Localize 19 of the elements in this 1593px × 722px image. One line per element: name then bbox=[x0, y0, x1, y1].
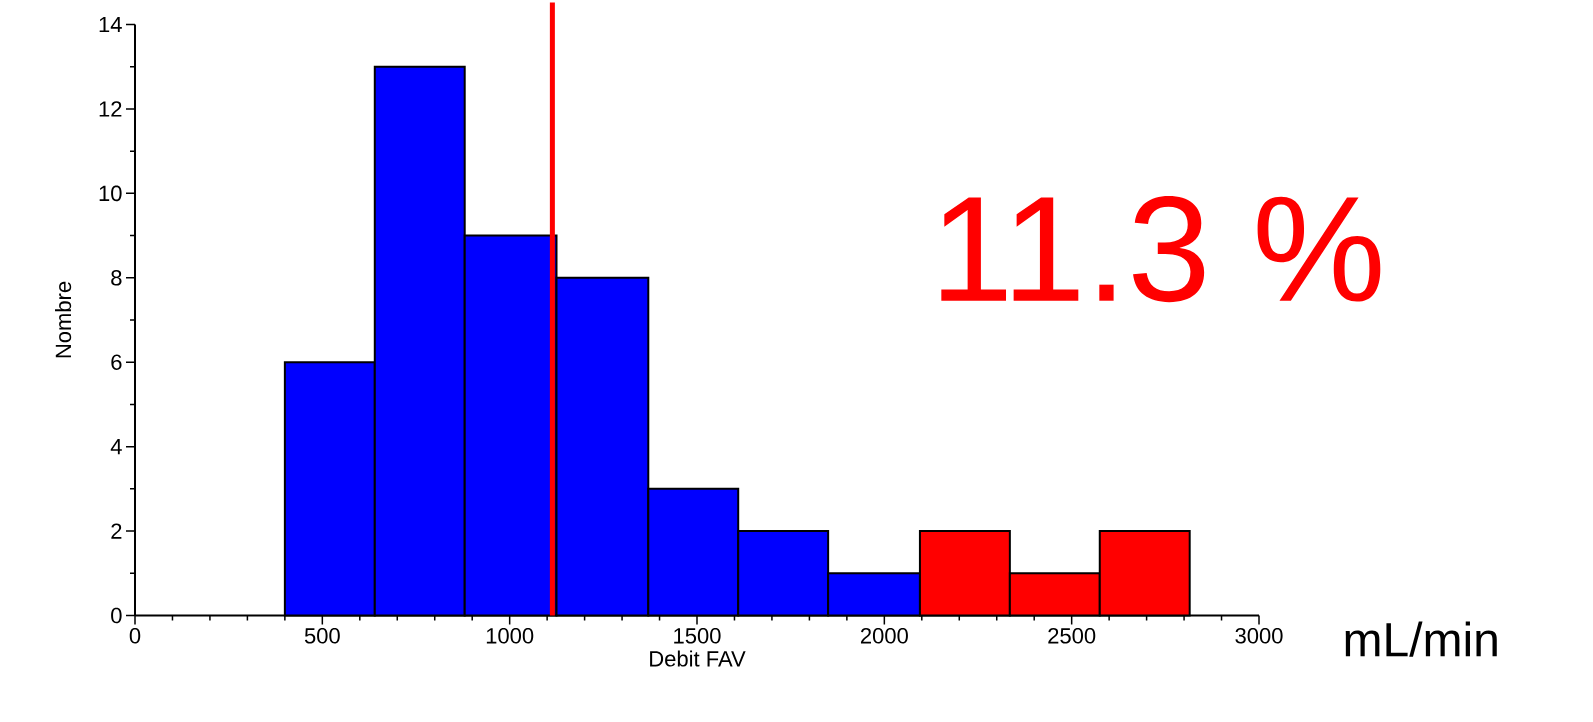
text: mL/min bbox=[1345, 621, 1497, 658]
x-tick-label: 3000 bbox=[1235, 628, 1283, 644]
y-tick-label: 12 bbox=[99, 101, 122, 117]
x-axis-title: Debit FAV bbox=[650, 650, 746, 667]
y-tick-label: 6 bbox=[111, 354, 122, 371]
x-tick-label: 2000 bbox=[860, 628, 908, 644]
y-axis-title: Nombre bbox=[55, 282, 72, 358]
y-tick-label: 8 bbox=[111, 270, 122, 286]
x-tick-label: 1500 bbox=[674, 628, 721, 644]
y-tick-label: 2 bbox=[111, 523, 122, 539]
x-tick-label: 1000 bbox=[486, 628, 534, 644]
x-tick-label: 0 bbox=[129, 628, 141, 644]
y-tick-label: 10 bbox=[99, 185, 122, 202]
x-tick-label: 500 bbox=[304, 628, 340, 644]
y-tick-label: 4 bbox=[110, 439, 122, 455]
annotation: 11.3 % bbox=[941, 196, 1381, 303]
y-tick-label: 14 bbox=[99, 17, 122, 33]
y-tick-label: 0 bbox=[111, 607, 122, 624]
x-tick-label: 2500 bbox=[1048, 628, 1096, 644]
